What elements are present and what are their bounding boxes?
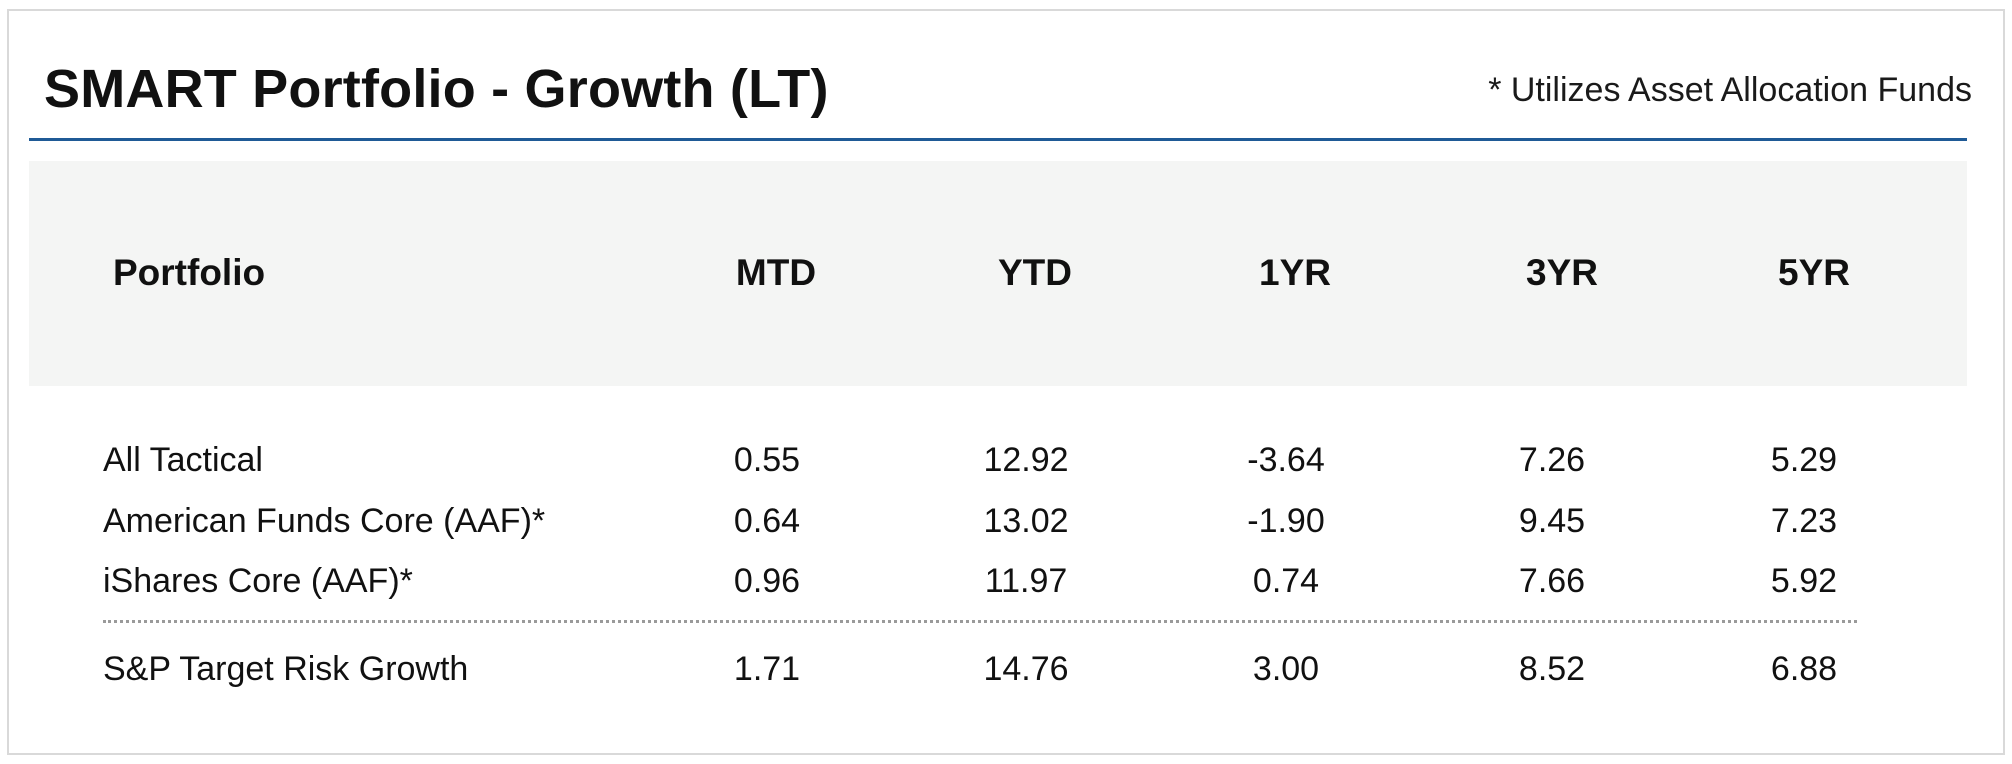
row-5yr-value: 5.92 (1770, 562, 1838, 600)
header-portfolio: Portfolio (113, 252, 266, 293)
header-3yr: 3YR (1526, 252, 1598, 293)
benchmark-name: S&P Target Risk Growth (103, 650, 469, 688)
row-3yr-value: 7.66 (1518, 562, 1586, 600)
benchmark-5yr-value: 6.88 (1770, 650, 1838, 688)
row-ytd-value: 12.92 (983, 441, 1069, 479)
table-row: All Tactical 0.55 12.92 -3.64 7.26 5.29 (0, 435, 2012, 485)
header-5yr: 5YR (1778, 252, 1850, 293)
footnote-asset-allocation: * Utilizes Asset Allocation Funds (1488, 71, 1972, 109)
table-row: American Funds Core (AAF)* 0.64 13.02 -1… (0, 496, 2012, 546)
benchmark-divider (103, 620, 1857, 623)
benchmark-row: S&P Target Risk Growth 1.71 14.76 3.00 8… (0, 644, 2012, 694)
benchmark-1yr-value: 3.00 (1252, 650, 1320, 688)
benchmark-ytd-value: 14.76 (983, 650, 1069, 688)
table-header (29, 161, 1967, 386)
row-ytd-value: 11.97 (984, 562, 1068, 600)
row-5yr-value: 5.29 (1770, 441, 1838, 479)
row-mtd-value: 0.55 (733, 441, 801, 479)
row-1yr-value: -1.90 (1247, 502, 1325, 540)
row-1yr-value: 0.74 (1252, 562, 1320, 600)
header-mtd: MTD (735, 252, 817, 293)
row-3yr-value: 7.26 (1518, 441, 1586, 479)
header-ytd: YTD (998, 252, 1072, 293)
row-ytd-value: 13.02 (983, 502, 1069, 540)
benchmark-mtd-value: 1.71 (733, 650, 801, 688)
benchmark-3yr-value: 8.52 (1518, 650, 1586, 688)
row-1yr-value: -3.64 (1247, 441, 1325, 479)
row-portfolio-name: iShares Core (AAF)* (103, 562, 413, 600)
row-5yr-value: 7.23 (1770, 502, 1838, 540)
row-portfolio-name: All Tactical (103, 441, 263, 479)
row-mtd-value: 0.96 (733, 562, 801, 600)
header-1yr: 1YR (1259, 252, 1331, 293)
page-title: SMART Portfolio - Growth (LT) (44, 59, 829, 119)
row-mtd-value: 0.64 (733, 502, 801, 540)
title-divider (29, 138, 1967, 141)
table-row: iShares Core (AAF)* 0.96 11.97 0.74 7.66… (0, 556, 2012, 606)
row-portfolio-name: American Funds Core (AAF)* (103, 502, 546, 540)
row-3yr-value: 9.45 (1518, 502, 1586, 540)
